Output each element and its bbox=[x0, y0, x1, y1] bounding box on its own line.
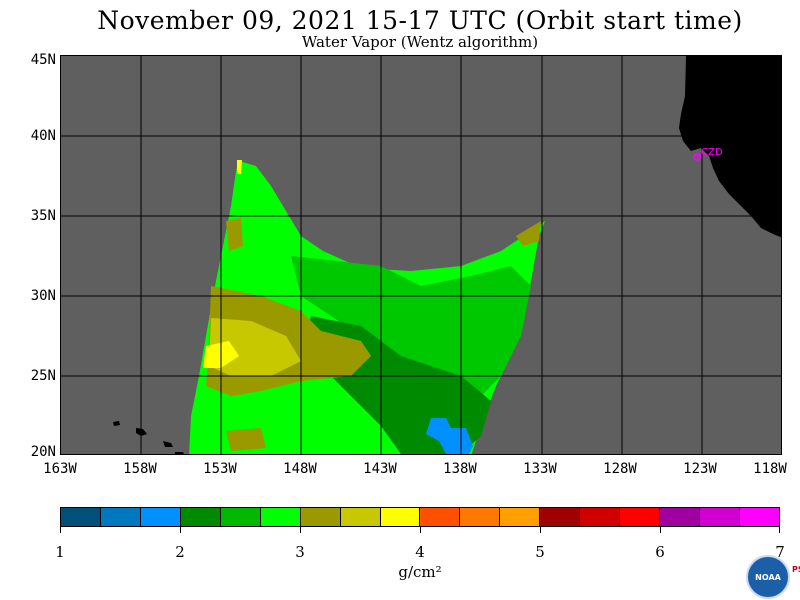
color-scale-segment bbox=[140, 508, 181, 526]
longitude-label: 143W bbox=[363, 461, 397, 477]
swath-medium-green bbox=[291, 256, 531, 396]
color-scale-tick bbox=[180, 527, 181, 533]
color-scale-segment bbox=[300, 508, 341, 526]
longitude-label: 148W bbox=[283, 461, 317, 477]
color-scale-segment bbox=[100, 508, 141, 526]
color-scale-label: 5 bbox=[535, 543, 545, 561]
city-label: CZD bbox=[701, 147, 723, 158]
hawaii-island-1 bbox=[113, 421, 120, 426]
map-subtitle: Water Vapor (Wentz algorithm) bbox=[301, 33, 539, 51]
latitude-label: 20N bbox=[30, 444, 56, 460]
longitude-label: 163W bbox=[43, 461, 77, 477]
water-vapor-map: CZD bbox=[60, 55, 782, 455]
color-scale-tick bbox=[540, 527, 541, 533]
map-canvas bbox=[61, 56, 781, 454]
longitude-label: 128W bbox=[603, 461, 637, 477]
color-scale-segment bbox=[660, 508, 700, 526]
color-scale-segment bbox=[460, 508, 501, 526]
color-scale-segment bbox=[380, 508, 421, 526]
color-scale-segment bbox=[420, 508, 461, 526]
color-scale-segment bbox=[700, 508, 740, 526]
latitude-label: 35N bbox=[30, 208, 56, 224]
swath-olive-ne bbox=[516, 221, 541, 246]
noaa-logo-icon: NOAA bbox=[746, 555, 790, 599]
latitude-label: 30N bbox=[30, 288, 56, 304]
color-scale-tick bbox=[420, 527, 421, 533]
color-scale-segment bbox=[580, 508, 621, 526]
swath-yellowgreen bbox=[209, 318, 301, 376]
color-scale-segment bbox=[220, 508, 261, 526]
swath-olive-south bbox=[226, 428, 266, 451]
color-scale-tick bbox=[660, 527, 661, 533]
color-scale-segment bbox=[260, 508, 301, 526]
longitude-label: 138W bbox=[443, 461, 477, 477]
latitude-label: 40N bbox=[30, 128, 56, 144]
color-scale-label: 4 bbox=[415, 543, 425, 561]
longitude-label: 133W bbox=[523, 461, 557, 477]
north-america-landmass bbox=[679, 56, 781, 238]
color-scale-label: 2 bbox=[175, 543, 185, 561]
color-scale-segment bbox=[180, 508, 221, 526]
swath-yellow-tip bbox=[237, 160, 242, 174]
longitude-label: 123W bbox=[683, 461, 717, 477]
color-scale-bar bbox=[60, 507, 780, 527]
latitude-label: 45N bbox=[30, 52, 56, 68]
color-scale-segment bbox=[340, 508, 381, 526]
logo-text: NOAA bbox=[755, 572, 781, 582]
latitude-label: 25N bbox=[30, 368, 56, 384]
color-scale-segment bbox=[620, 508, 661, 526]
color-scale-segment bbox=[540, 508, 581, 526]
color-scale-tick bbox=[300, 527, 301, 533]
hawaii-island-3 bbox=[163, 441, 173, 447]
color-scale-tick bbox=[60, 527, 61, 533]
longitude-label: 118W bbox=[753, 461, 787, 477]
color-scale-label: 6 bbox=[655, 543, 665, 561]
color-scale-segment bbox=[500, 508, 541, 526]
units-label: g/cm² bbox=[398, 563, 442, 581]
color-scale-label: 1 bbox=[55, 543, 65, 561]
city-marker-icon bbox=[693, 153, 701, 161]
color-scale-segment bbox=[61, 508, 101, 526]
map-title: November 09, 2021 15-17 UTC (Orbit start… bbox=[97, 6, 743, 35]
color-scale-label: 7 bbox=[775, 543, 785, 561]
hawaii-island-4 bbox=[175, 452, 184, 454]
swath-olive-north bbox=[226, 218, 243, 251]
color-scale-tick bbox=[779, 527, 780, 533]
longitude-label: 153W bbox=[203, 461, 237, 477]
longitude-label: 158W bbox=[123, 461, 157, 477]
color-scale-segment bbox=[739, 508, 779, 526]
psl-side-text: PSL bbox=[792, 565, 800, 574]
color-scale-label: 3 bbox=[295, 543, 305, 561]
map-gridlines bbox=[61, 56, 781, 454]
